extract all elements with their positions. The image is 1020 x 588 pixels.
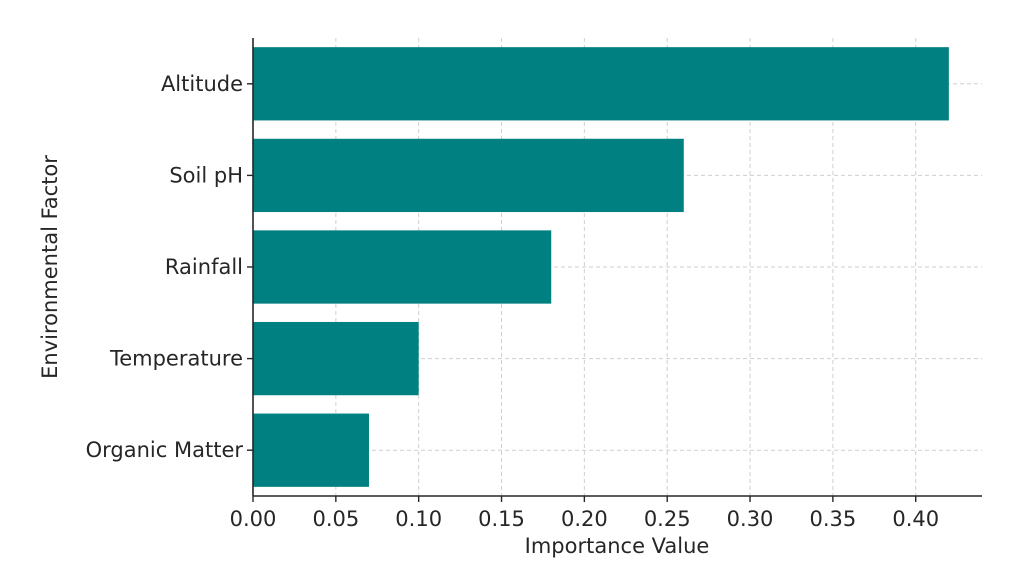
x-tick-label: 0.00 [230, 507, 277, 531]
y-tick-label: Rainfall [165, 255, 243, 279]
y-tick-label: Organic Matter [86, 438, 244, 462]
x-tick-label: 0.15 [478, 507, 525, 531]
x-tick-label: 0.35 [810, 507, 857, 531]
x-axis-label: Importance Value [525, 534, 710, 558]
y-ticks: Altitude Soil pH Rainfall Temperature Organi… [86, 72, 253, 462]
y-tick-label: Soil pH [169, 163, 243, 187]
bar [253, 47, 949, 121]
bar [253, 230, 552, 304]
x-ticks: 0.00 0.05 0.10 0.15 0.20 0.25 0.30 0.35 0.40 [230, 496, 939, 531]
bars-layer [253, 47, 949, 487]
x-tick-label: 0.05 [312, 507, 359, 531]
bar [253, 413, 369, 487]
x-tick-label: 0.30 [727, 507, 774, 531]
x-tick-label: 0.25 [644, 507, 691, 531]
y-axis-label: Environmental Factor [38, 155, 62, 379]
bar [253, 138, 684, 213]
y-tick-label: Altitude [161, 72, 243, 96]
x-tick-label: 0.40 [892, 507, 939, 531]
x-tick-label: 0.20 [561, 507, 608, 531]
y-tick-label: Temperature [109, 347, 243, 371]
bar [253, 321, 419, 396]
x-tick-label: 0.10 [395, 507, 442, 531]
